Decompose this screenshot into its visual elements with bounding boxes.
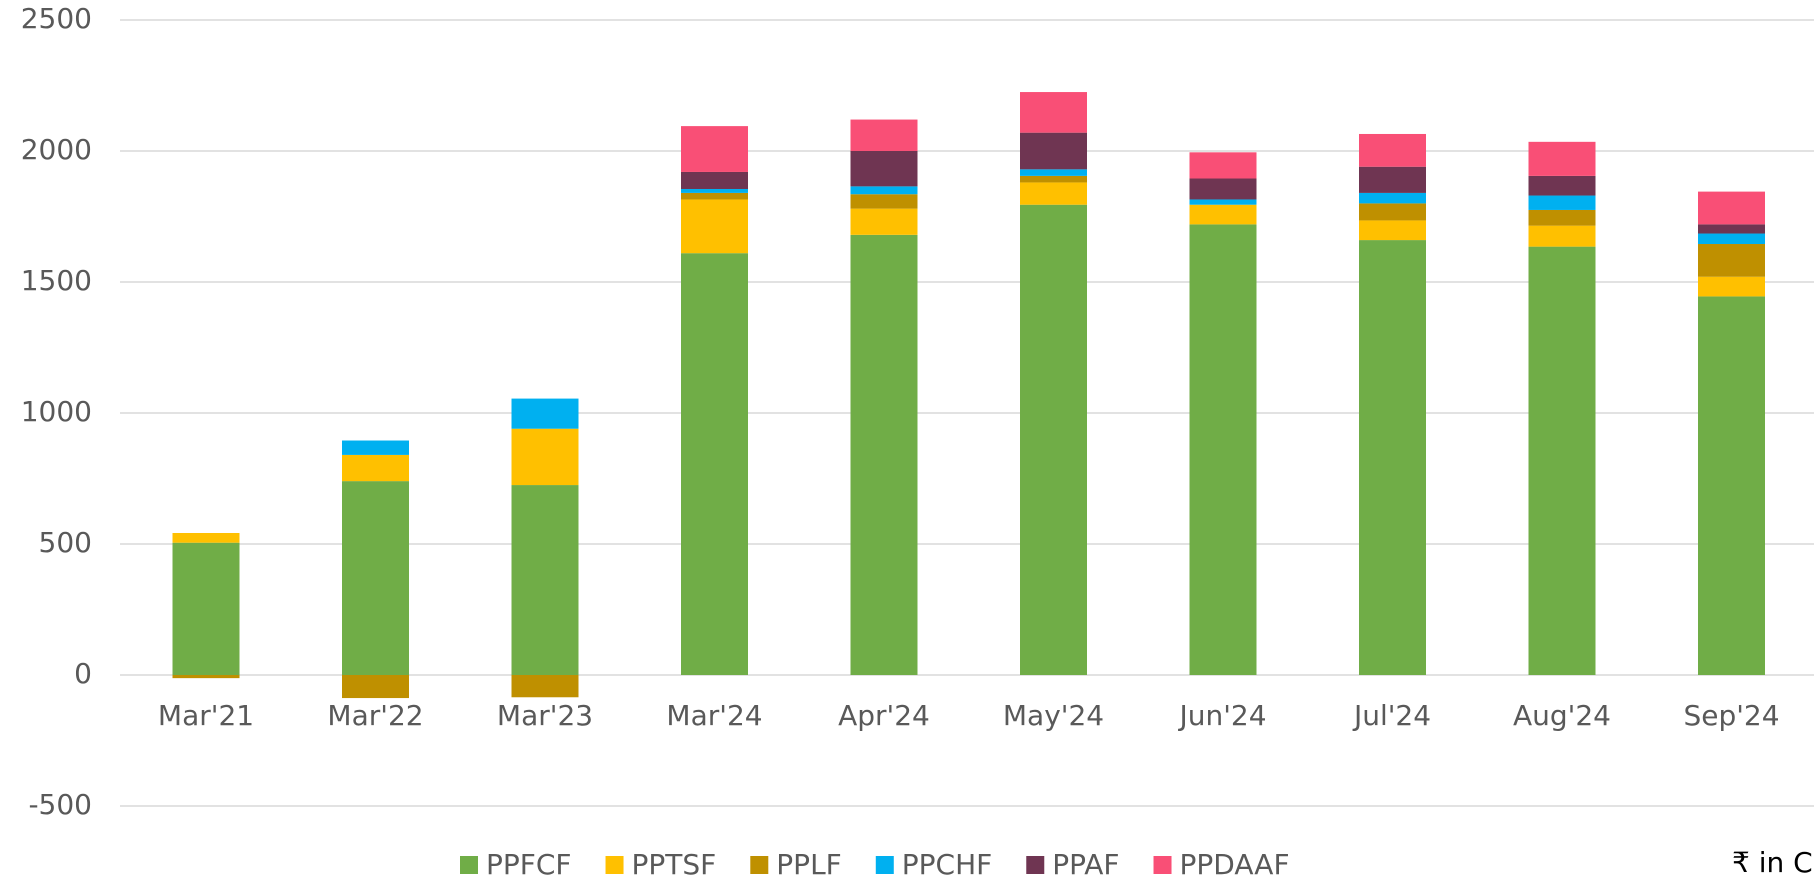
legend-swatch: [605, 856, 624, 874]
bar-segment: [850, 151, 918, 187]
bar-segment: [1698, 191, 1765, 225]
y-tick-label: 1500: [21, 264, 92, 297]
bar-segment: [1189, 178, 1257, 200]
legend-swatch: [875, 856, 894, 874]
bar-segment: [1020, 132, 1087, 170]
bar-segment: [1528, 141, 1596, 176]
y-tick-label: 0: [74, 657, 92, 690]
x-tick-label: Mar'24: [666, 699, 762, 732]
bar-segment: [1698, 233, 1765, 245]
bar-segment: [172, 532, 240, 543]
bar-segment: [1359, 220, 1426, 241]
bar-segment: [1020, 182, 1087, 205]
bar-segment: [1189, 152, 1257, 179]
bar-segment: [1359, 240, 1426, 675]
legend-swatch: [750, 856, 769, 874]
bar-segment: [511, 485, 579, 675]
bar-segment: [172, 542, 240, 675]
bar-segment: [681, 171, 748, 189]
bar-segment: [511, 675, 579, 698]
bar-segment: [1189, 199, 1257, 205]
bar-segment: [1698, 224, 1765, 234]
bar-segment: [1528, 195, 1596, 210]
x-tick-label: Mar'21: [158, 699, 254, 732]
bar-segment: [1020, 169, 1087, 176]
x-tick-label: Aug'24: [1513, 699, 1611, 732]
unit-note: ₹ in C: [1732, 846, 1813, 879]
y-tick-label: 2500: [21, 2, 92, 35]
legend-swatch: [1153, 856, 1172, 874]
bar-segment: [681, 192, 748, 200]
bar-segment: [511, 428, 579, 486]
legend-label: PPAF: [1052, 848, 1119, 881]
legend-swatch: [460, 856, 478, 874]
x-tick-label: Jul'24: [1352, 699, 1431, 732]
bar-segment: [342, 440, 409, 455]
bar-segment: [681, 253, 748, 675]
bar-segment: [681, 126, 748, 172]
bar-segment: [1528, 225, 1596, 247]
x-tick-label: Mar'23: [497, 699, 593, 732]
bar-segment: [850, 119, 918, 151]
bar-segment: [850, 186, 918, 195]
bar-segment: [1020, 204, 1087, 675]
y-tick-label: 500: [39, 526, 92, 559]
bar-segment: [1528, 246, 1596, 675]
x-tick-label: May'24: [1003, 699, 1104, 732]
x-tick-label: Jun'24: [1177, 699, 1266, 732]
bar-segment: [511, 398, 579, 429]
y-tick-label: 1000: [21, 395, 92, 428]
bar-segment: [1020, 175, 1087, 183]
bar-segment: [342, 481, 409, 675]
legend-swatch: [1026, 856, 1045, 874]
x-tick-label: Mar'22: [327, 699, 423, 732]
bar-segment: [342, 675, 409, 699]
bar-segment: [1189, 204, 1257, 225]
legend-label: PPDAAF: [1180, 848, 1290, 881]
bar-segment: [1698, 296, 1765, 675]
legend-label: PPLF: [776, 848, 841, 881]
legend-label: PPTSF: [632, 848, 717, 881]
bar-segment: [1698, 276, 1765, 297]
bar-segment: [850, 234, 918, 675]
bar-segment: [1189, 224, 1257, 676]
y-tick-label: -500: [28, 788, 92, 821]
bar-segment: [1020, 92, 1087, 133]
bar-segment: [1528, 175, 1596, 196]
bar-segment: [1359, 133, 1426, 167]
bar-segment: [681, 199, 748, 254]
x-tick-label: Apr'24: [838, 699, 930, 732]
bar-segment: [1698, 244, 1765, 277]
legend-label: PPCHF: [902, 848, 992, 881]
legend-label: PPFCF: [486, 848, 572, 881]
bar-segment: [1359, 166, 1426, 193]
y-tick-label: 2000: [21, 133, 92, 166]
bar-segment: [1528, 209, 1596, 226]
bar-segment: [342, 454, 409, 482]
x-tick-label: Sep'24: [1683, 699, 1779, 732]
bar-segment: [681, 188, 748, 193]
bar-segment: [172, 675, 240, 679]
bar-segment: [1359, 192, 1426, 204]
bar-segment: [850, 194, 918, 209]
bar-segment: [1359, 203, 1426, 221]
bar-segment: [850, 208, 918, 235]
